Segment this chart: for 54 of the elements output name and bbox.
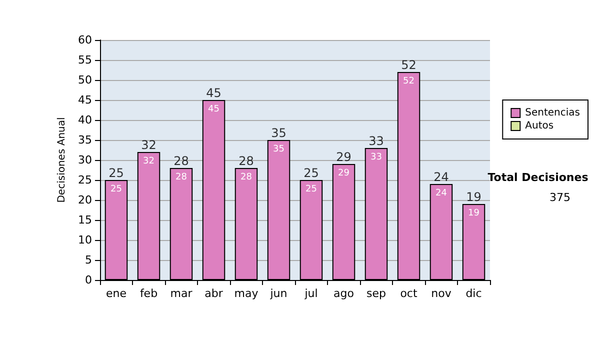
y-tick-label: 30 [78,154,92,166]
y-axis-title: Decisiones Anual [56,117,68,203]
x-tick-label: jun [269,287,288,300]
x-tick-label: oct [400,287,418,300]
annotation: Total Decisiones [488,171,589,184]
y-tick-label: 60 [78,34,92,46]
x-tick-label: may [234,287,259,300]
x-tick-label: abr [204,287,224,300]
total-label: 28 [174,154,189,168]
total-label: 35 [271,126,286,140]
y-tick-label: 10 [78,234,92,246]
y-tick-label: 0 [85,274,92,286]
y-tick-label: 55 [78,54,92,66]
data-label: 29 [338,168,350,178]
legend-label: Sentencias [525,108,580,118]
data-label: 25 [306,184,317,194]
x-tick-label: sep [366,287,386,300]
y-tick-label: 20 [78,194,92,206]
total-label: 29 [336,150,352,164]
data-label: 32 [143,156,154,166]
y-tick-label: 25 [78,174,92,186]
total-label: 24 [434,170,449,184]
data-label: 52 [403,76,414,86]
y-tick-label: 50 [78,74,92,86]
total-label: 25 [108,166,124,180]
data-label: 45 [208,104,220,114]
total-label: 25 [304,166,319,180]
total-label: 19 [466,190,482,204]
x-tick-label: nov [431,287,452,300]
total-label: 32 [141,138,156,152]
total-label: 33 [368,134,384,148]
data-label: 33 [370,152,382,162]
x-tick-label: jul [304,287,318,300]
y-tick-label: 35 [78,134,92,146]
x-tick-label: dic [466,287,482,300]
total-label: 52 [401,58,416,72]
data-label: 19 [468,208,480,218]
legend-label: Autos [525,120,554,132]
y-tick-label: 45 [78,94,92,106]
x-tick-label: ago [334,287,354,300]
data-label: 28 [240,172,252,182]
total-label: 28 [238,154,254,168]
data-label: 25 [110,184,122,194]
y-tick-label: 40 [78,114,92,126]
data-label: 35 [273,144,284,154]
text: 375 [550,191,570,204]
y-tick-label: 5 [85,254,92,266]
data-label: 24 [436,188,448,198]
y-tick-label: 15 [78,214,92,226]
x-tick-label: ene [106,287,127,300]
data-label: 28 [176,172,188,182]
x-tick-label: mar [170,287,193,300]
total-label: 45 [206,86,222,100]
x-tick-label: feb [140,287,158,300]
